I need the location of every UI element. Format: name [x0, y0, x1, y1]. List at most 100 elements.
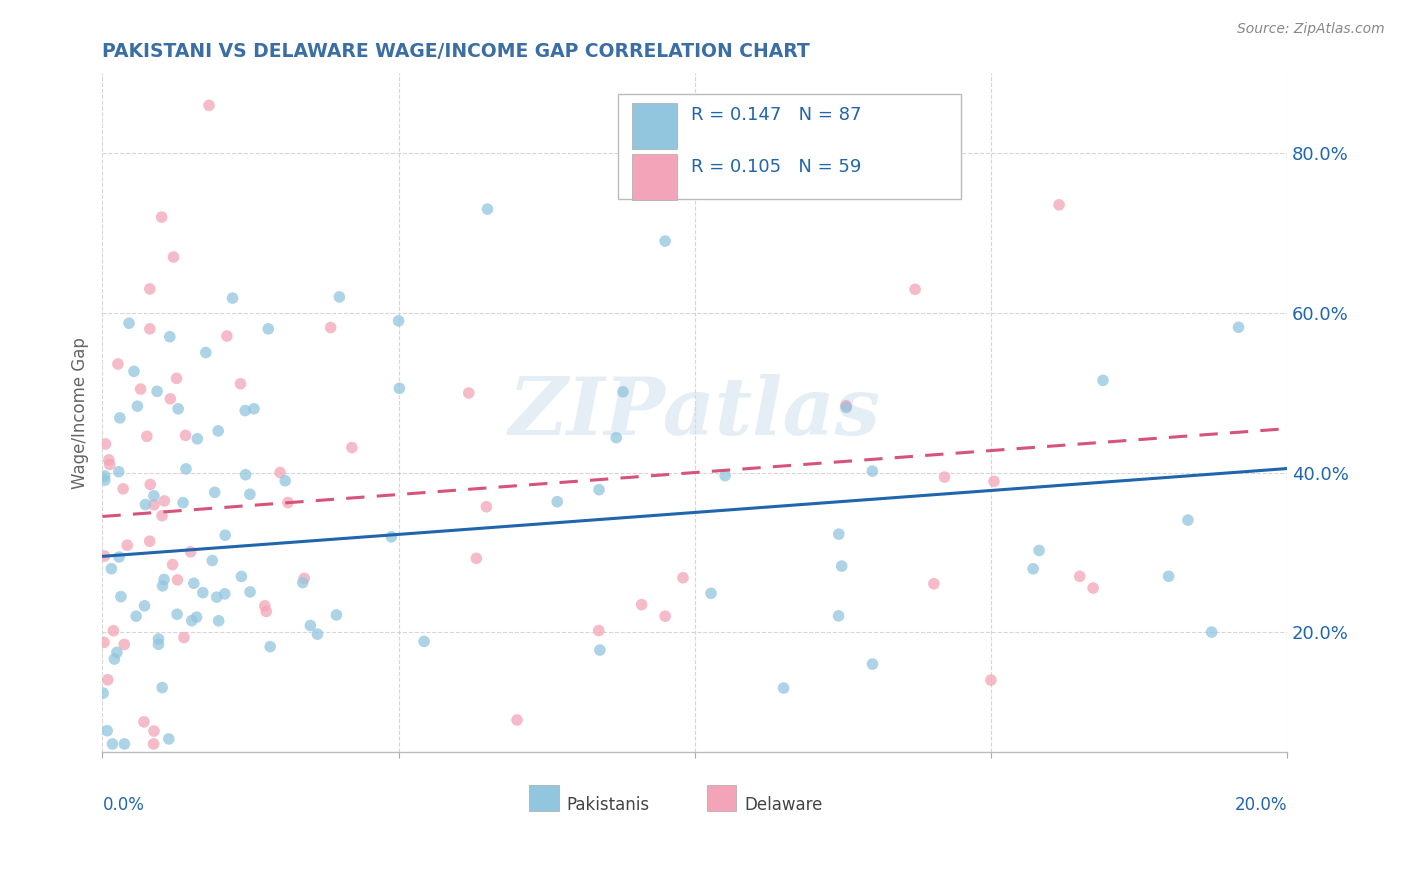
Point — [274, 474, 297, 488]
Point — [115, 538, 138, 552]
Point — [143, 498, 166, 512]
Bar — [529, 785, 558, 811]
Point — [714, 468, 737, 483]
Point — [100, 562, 122, 576]
Text: R = 0.105   N = 59: R = 0.105 N = 59 — [692, 158, 862, 176]
Point — [835, 399, 858, 413]
Point — [1227, 320, 1250, 334]
Point — [98, 458, 121, 472]
Point — [146, 384, 169, 399]
Point — [477, 202, 499, 216]
Point — [277, 495, 299, 509]
Point — [159, 392, 181, 406]
Point — [862, 657, 884, 672]
Point — [183, 576, 205, 591]
Point — [180, 545, 202, 559]
Point — [150, 681, 173, 695]
Text: R = 0.147   N = 87: R = 0.147 N = 87 — [692, 106, 862, 124]
Point — [980, 673, 1002, 687]
Point — [828, 527, 851, 541]
Point — [233, 403, 256, 417]
Point — [1091, 373, 1114, 387]
Point — [457, 386, 479, 401]
Point — [112, 482, 135, 496]
Point — [148, 637, 170, 651]
Point — [465, 551, 488, 566]
Point — [166, 371, 188, 385]
Point — [153, 494, 176, 508]
Point — [96, 723, 118, 738]
Point — [91, 686, 114, 700]
Point — [231, 569, 253, 583]
Point — [94, 437, 117, 451]
Point — [122, 364, 145, 378]
Point — [904, 282, 927, 296]
Point — [1022, 562, 1045, 576]
Point — [388, 381, 411, 395]
Point — [207, 424, 229, 438]
Point — [142, 489, 165, 503]
Point — [827, 608, 849, 623]
Point — [127, 399, 149, 413]
Bar — [631, 154, 678, 201]
Point — [94, 473, 117, 487]
Point — [167, 401, 190, 416]
Point — [654, 234, 676, 248]
Point — [198, 98, 221, 112]
Point — [229, 376, 252, 391]
Point — [142, 737, 165, 751]
Point — [208, 614, 231, 628]
Point — [299, 618, 322, 632]
Point — [612, 384, 634, 399]
Point — [205, 590, 228, 604]
Point — [588, 624, 610, 638]
Point — [162, 558, 184, 572]
Point — [325, 607, 347, 622]
Point — [239, 585, 262, 599]
Point — [254, 604, 277, 618]
Point — [605, 431, 627, 445]
Point — [139, 322, 162, 336]
Point — [93, 549, 115, 563]
Point — [934, 470, 956, 484]
Point — [132, 714, 155, 729]
Point — [589, 643, 612, 657]
Point — [259, 640, 281, 654]
Point — [831, 559, 853, 574]
Point — [153, 573, 176, 587]
Point — [97, 673, 120, 687]
Point — [186, 610, 208, 624]
Point — [157, 731, 180, 746]
Point — [101, 737, 124, 751]
Point — [922, 576, 945, 591]
Point — [173, 631, 195, 645]
Point — [387, 314, 409, 328]
Text: Delaware: Delaware — [745, 796, 823, 814]
Point — [112, 638, 135, 652]
Point — [772, 681, 794, 695]
Point — [546, 494, 568, 508]
Point — [174, 428, 197, 442]
Point — [152, 579, 174, 593]
Point — [253, 599, 276, 613]
Point — [139, 477, 162, 491]
Point — [654, 609, 676, 624]
Point — [159, 329, 181, 343]
Point — [239, 487, 262, 501]
Point — [166, 573, 188, 587]
Text: Pakistanis: Pakistanis — [567, 796, 650, 814]
Bar — [707, 785, 737, 811]
Point — [214, 587, 236, 601]
Point — [93, 635, 115, 649]
Point — [172, 496, 194, 510]
Point — [340, 441, 363, 455]
Point — [413, 634, 436, 648]
Point — [475, 500, 498, 514]
Point — [269, 466, 291, 480]
Point — [129, 382, 152, 396]
Point — [1201, 625, 1223, 640]
Point — [162, 250, 184, 264]
Point — [700, 586, 723, 600]
Point — [1081, 581, 1104, 595]
Point — [150, 210, 173, 224]
